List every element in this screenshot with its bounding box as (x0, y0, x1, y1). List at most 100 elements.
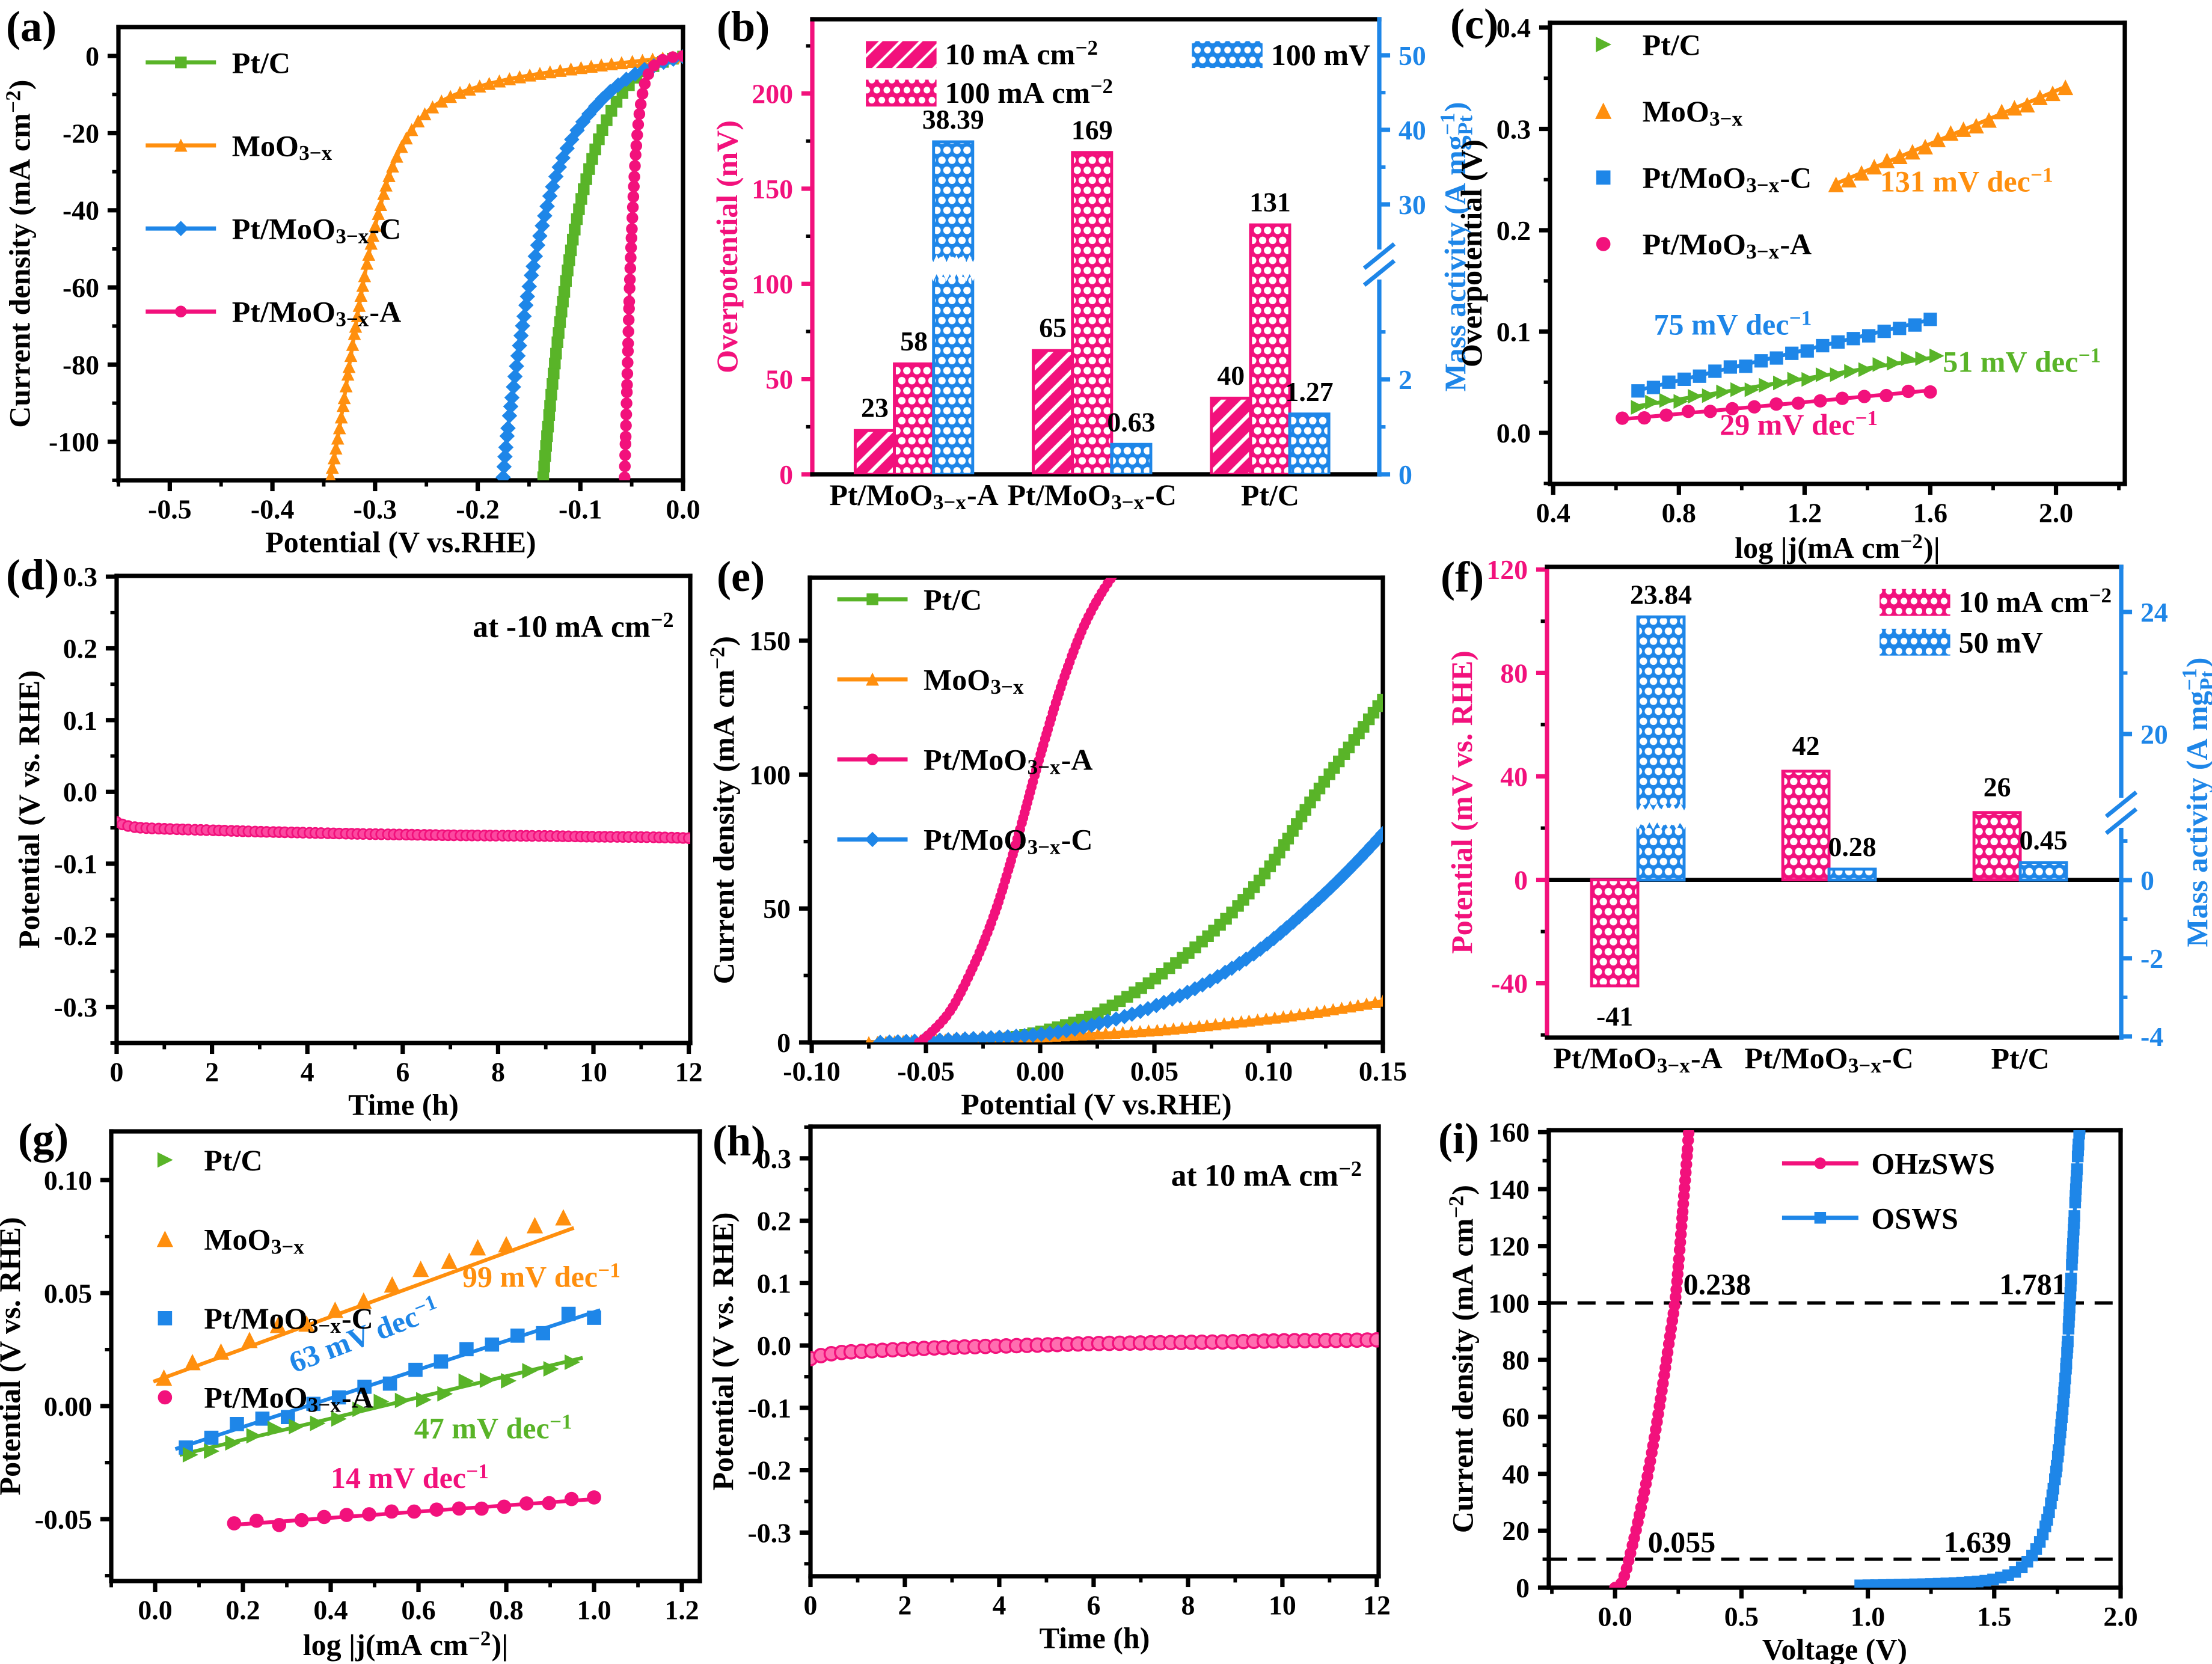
svg-text:C u r r: C u r r e n t d e n s i t y ( m A c m ) (2, 76, 37, 428)
svg-text:50: 50 (1399, 40, 1426, 71)
svg-text:0.6: 0.6 (401, 1595, 435, 1626)
svg-text:Pt/C: Pt/C (1643, 28, 1701, 61)
svg-text:30: 30 (1399, 189, 1426, 220)
svg-text:M o O 3: M o O 3 − x (204, 1222, 304, 1258)
svg-text:(b): (b) (717, 2, 770, 50)
svg-text:0.238: 0.238 (1684, 1267, 1751, 1301)
svg-text:(d): (d) (6, 551, 59, 599)
svg-text:1.2: 1.2 (1788, 498, 1822, 528)
svg-text:0.0: 0.0 (666, 494, 700, 525)
svg-text:23.84: 23.84 (1630, 579, 1692, 610)
svg-text:(e): (e) (717, 552, 765, 601)
svg-text:2: 2 (1399, 364, 1412, 395)
svg-text:P t / M: P t / M o O - C 3 − x (924, 823, 1096, 859)
svg-text:0.0: 0.0 (757, 1330, 791, 1361)
svg-text:M o O 3: M o O 3 − x (1643, 94, 1743, 130)
svg-text:0.05: 0.05 (1130, 1056, 1178, 1087)
svg-text:50: 50 (765, 364, 793, 395)
svg-text:6: 6 (1086, 1590, 1100, 1621)
svg-text:0.0: 0.0 (63, 777, 97, 807)
svg-text:131: 131 (1249, 187, 1291, 218)
svg-text:-0.4: -0.4 (251, 494, 295, 525)
svg-text:4 7 m: 4 7 m V d e c − 1 (414, 1410, 572, 1445)
svg-text:1.0: 1.0 (577, 1595, 611, 1626)
svg-text:8: 8 (1181, 1590, 1195, 1621)
svg-text:P t / M: P t / M o O - A 3 − x (1643, 227, 1815, 263)
svg-text:-0.05: -0.05 (897, 1056, 954, 1087)
svg-text:0.00: 0.00 (1016, 1056, 1064, 1087)
svg-text:0: 0 (1399, 459, 1412, 490)
svg-text:OSWS: OSWS (1871, 1201, 1958, 1235)
svg-text:0.0: 0.0 (138, 1595, 172, 1626)
svg-text:0.8: 0.8 (1662, 498, 1696, 528)
svg-text:40: 40 (1399, 115, 1426, 145)
svg-text:42: 42 (1792, 730, 1820, 761)
svg-text:0: 0 (777, 1027, 791, 1058)
svg-text:Pt/C: Pt/C (1241, 478, 1299, 512)
svg-text:P t / M: P t / M o O - C 3 − x (1643, 161, 1815, 197)
svg-text:M o O 3: M o O 3 − x (924, 662, 1024, 699)
svg-text:Potential (V vs.RHE): Potential (V vs.RHE) (265, 525, 536, 558)
svg-text:Pt/C: Pt/C (1991, 1041, 2049, 1075)
svg-text:(h): (h) (712, 1117, 765, 1165)
svg-text:100: 100 (752, 269, 793, 299)
svg-text:Potential (mV vs. RHE): Potential (mV vs. RHE) (1445, 650, 1478, 954)
svg-text:-40: -40 (1491, 968, 1528, 999)
svg-text:Potential (V vs. RHE): Potential (V vs. RHE) (0, 1217, 26, 1496)
svg-text:26: 26 (1984, 772, 2011, 803)
svg-text:l o g: l o g | j ( m A c m ) | − 2 (1735, 530, 1943, 564)
svg-text:20: 20 (2140, 719, 2168, 750)
svg-text:120: 120 (1488, 1231, 1530, 1262)
svg-text:1.5: 1.5 (1977, 1601, 2011, 1632)
svg-text:1 0 0: 1 0 0 m A c m − 2 (945, 75, 1113, 109)
svg-text:40: 40 (1502, 1458, 1530, 1489)
svg-text:0: 0 (1516, 1573, 1530, 1603)
svg-text:M a s s: M a s s a c t i v i t y ( A m g ) − P 1 (2178, 654, 2212, 947)
svg-text:0.0: 0.0 (1497, 418, 1531, 448)
svg-text:0: 0 (110, 1057, 124, 1087)
svg-text:38.39: 38.39 (922, 104, 984, 135)
svg-text:-0.1: -0.1 (748, 1393, 792, 1424)
svg-text:0: 0 (85, 41, 99, 72)
svg-text:80: 80 (1500, 658, 1528, 688)
svg-text:-0.3: -0.3 (354, 494, 397, 525)
svg-text:-80: -80 (63, 349, 99, 380)
svg-text:0.2: 0.2 (63, 633, 97, 664)
svg-text:-0.2: -0.2 (456, 494, 500, 525)
svg-text:(a): (a) (6, 2, 57, 50)
svg-text:P t / M: P t / M o O - A 3 − x (232, 295, 405, 331)
svg-text:-0.2: -0.2 (748, 1455, 792, 1486)
svg-text:0: 0 (779, 459, 793, 490)
svg-text:0.3: 0.3 (1497, 114, 1531, 144)
svg-text:1.0: 1.0 (1851, 1601, 1885, 1632)
svg-text:P t / M: P t / M o O - A 3 − x (204, 1381, 376, 1417)
svg-text:-0.3: -0.3 (54, 992, 98, 1023)
svg-text:1.781: 1.781 (1999, 1267, 2067, 1301)
svg-text:9 9 m: 9 9 m V d e c − 1 (462, 1258, 620, 1293)
svg-text:0.4: 0.4 (1497, 13, 1531, 43)
svg-text:60: 60 (1502, 1402, 1530, 1433)
svg-text:(i): (i) (1438, 1115, 1479, 1163)
svg-text:P t / M: P t / M o O - C 3 − x (232, 212, 405, 248)
svg-text:-60: -60 (63, 272, 99, 303)
svg-text:(g): (g) (18, 1115, 69, 1163)
svg-text:200: 200 (752, 78, 793, 109)
svg-text:Voltage (V): Voltage (V) (1762, 1632, 1907, 1664)
svg-text:Overpotential (V): Overpotential (V) (1454, 139, 1488, 367)
svg-text:100: 100 (749, 759, 791, 790)
svg-text:80: 80 (1502, 1345, 1530, 1375)
svg-text:1.27: 1.27 (1285, 376, 1334, 407)
svg-text:40: 40 (1217, 360, 1245, 391)
svg-text:0.0: 0.0 (1598, 1601, 1632, 1632)
svg-text:50 mV: 50 mV (1959, 625, 2043, 659)
svg-text:2.0: 2.0 (2039, 498, 2073, 528)
svg-text:Potential (V vs. RHE): Potential (V vs. RHE) (12, 670, 46, 949)
svg-text:24: 24 (2140, 597, 2168, 628)
svg-text:8: 8 (491, 1057, 505, 1087)
svg-text:0.4: 0.4 (313, 1595, 348, 1626)
svg-text:-0.3: -0.3 (748, 1517, 792, 1548)
svg-text:-100: -100 (49, 427, 99, 457)
svg-text:4: 4 (992, 1590, 1006, 1621)
svg-text:P t /: P t / M o O - A 3 − x (829, 478, 1002, 514)
svg-text:100 mV: 100 mV (1271, 38, 1370, 72)
